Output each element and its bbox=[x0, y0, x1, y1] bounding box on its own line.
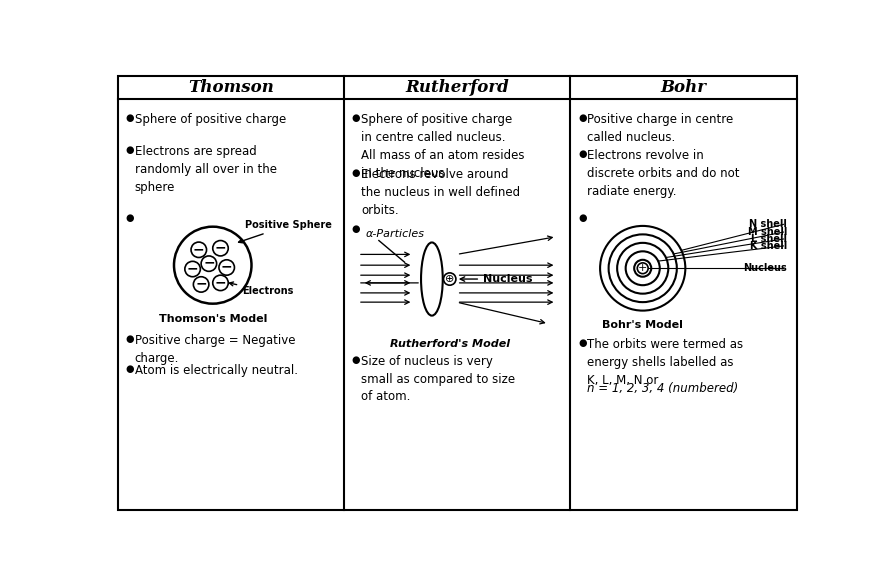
Text: Electrons revolve around
the nucleus in well defined
orbits.: Electrons revolve around the nucleus in … bbox=[361, 168, 520, 217]
Text: Positive charge in centre
called nucleus.: Positive charge in centre called nucleus… bbox=[587, 113, 733, 144]
Text: Thomson's Model: Thomson's Model bbox=[159, 314, 267, 324]
Text: ●: ● bbox=[351, 168, 360, 178]
Text: ●: ● bbox=[578, 213, 587, 223]
Text: ●: ● bbox=[126, 145, 134, 155]
Text: ●: ● bbox=[126, 113, 134, 123]
Text: Nucleus: Nucleus bbox=[460, 274, 533, 284]
Text: Electrons revolve in
discrete orbits and do not
radiate energy.: Electrons revolve in discrete orbits and… bbox=[587, 149, 739, 198]
Text: The orbits were termed as
energy shells labelled as
K, L, M, N or: The orbits were termed as energy shells … bbox=[587, 338, 743, 386]
Text: Rutherford's Model: Rutherford's Model bbox=[390, 339, 509, 349]
Text: M shell: M shell bbox=[747, 227, 788, 237]
Text: ●: ● bbox=[126, 335, 134, 345]
Circle shape bbox=[213, 275, 228, 291]
Text: K shell: K shell bbox=[750, 241, 788, 251]
Text: Thomson: Thomson bbox=[188, 79, 274, 96]
Text: Size of nucleus is very
small as compared to size
of atom.: Size of nucleus is very small as compare… bbox=[361, 354, 516, 404]
Text: Bohr's Model: Bohr's Model bbox=[602, 320, 683, 330]
Text: Bohr: Bohr bbox=[660, 79, 706, 96]
Circle shape bbox=[443, 273, 456, 285]
Text: ●: ● bbox=[126, 213, 134, 223]
Text: α-Particles: α-Particles bbox=[366, 229, 425, 239]
Text: Electrons: Electrons bbox=[229, 282, 293, 296]
Text: Sphere of positive charge
in centre called nucleus.
All mass of an atom resides
: Sphere of positive charge in centre call… bbox=[361, 113, 524, 180]
Circle shape bbox=[194, 277, 209, 292]
Text: Positive Sphere: Positive Sphere bbox=[238, 220, 332, 243]
Text: Sphere of positive charge: Sphere of positive charge bbox=[135, 113, 286, 126]
Text: L shell: L shell bbox=[751, 234, 788, 244]
Circle shape bbox=[185, 262, 201, 277]
Text: Nucleus: Nucleus bbox=[744, 263, 788, 273]
Text: ⊕: ⊕ bbox=[445, 274, 454, 284]
Text: −: − bbox=[221, 260, 233, 274]
Text: +: + bbox=[638, 263, 648, 273]
Circle shape bbox=[213, 241, 228, 256]
Text: n = 1, 2, 3, 4 (numbered): n = 1, 2, 3, 4 (numbered) bbox=[587, 382, 739, 395]
Text: −: − bbox=[215, 241, 227, 255]
Text: Atom is electrically neutral.: Atom is electrically neutral. bbox=[135, 364, 298, 377]
Text: Positive charge = Negative
charge.: Positive charge = Negative charge. bbox=[135, 335, 295, 365]
Circle shape bbox=[174, 227, 252, 304]
Text: ●: ● bbox=[351, 113, 360, 123]
Circle shape bbox=[637, 263, 648, 274]
Text: Rutherford: Rutherford bbox=[405, 79, 509, 96]
Text: ●: ● bbox=[126, 364, 134, 374]
Text: −: − bbox=[195, 277, 207, 291]
Text: −: − bbox=[203, 256, 215, 270]
Circle shape bbox=[201, 256, 217, 271]
Circle shape bbox=[219, 260, 235, 275]
Ellipse shape bbox=[421, 242, 442, 316]
Text: ●: ● bbox=[578, 149, 587, 159]
Text: ●: ● bbox=[351, 224, 360, 234]
Text: −: − bbox=[193, 242, 204, 256]
Text: −: − bbox=[215, 275, 227, 289]
Text: ●: ● bbox=[351, 354, 360, 364]
Circle shape bbox=[191, 242, 207, 258]
Text: ●: ● bbox=[578, 338, 587, 347]
Text: ●: ● bbox=[578, 113, 587, 123]
Text: N shell: N shell bbox=[749, 219, 788, 229]
Text: Electrons are spread
randomly all over in the
sphere: Electrons are spread randomly all over i… bbox=[135, 145, 277, 194]
Text: −: − bbox=[186, 261, 198, 276]
